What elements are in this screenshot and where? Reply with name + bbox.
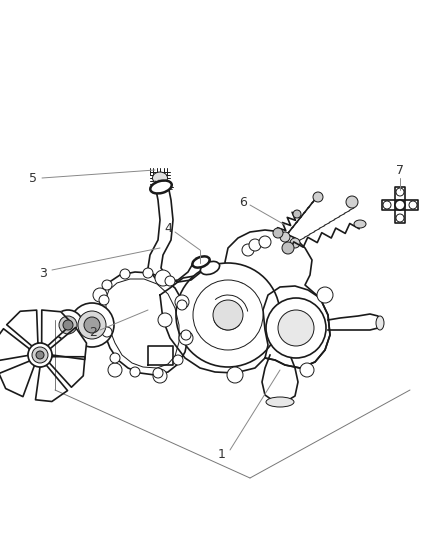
Text: 2: 2: [89, 327, 97, 340]
Circle shape: [408, 201, 416, 209]
Circle shape: [272, 228, 283, 238]
Ellipse shape: [150, 181, 171, 193]
Polygon shape: [262, 286, 329, 368]
Ellipse shape: [353, 220, 365, 228]
Circle shape: [70, 303, 114, 347]
Circle shape: [59, 316, 77, 334]
Circle shape: [158, 313, 172, 327]
Polygon shape: [50, 327, 86, 359]
Circle shape: [102, 280, 112, 290]
Circle shape: [143, 268, 153, 278]
Polygon shape: [159, 230, 329, 373]
Polygon shape: [399, 200, 417, 210]
Circle shape: [395, 188, 403, 196]
Circle shape: [175, 295, 189, 309]
Circle shape: [281, 242, 293, 254]
Circle shape: [193, 280, 262, 350]
Circle shape: [177, 300, 187, 310]
Circle shape: [165, 276, 175, 286]
Text: 3: 3: [39, 266, 47, 279]
Polygon shape: [394, 205, 404, 223]
Circle shape: [176, 263, 279, 367]
Circle shape: [93, 288, 107, 302]
Polygon shape: [42, 310, 72, 346]
Text: 7: 7: [395, 164, 403, 176]
Circle shape: [316, 287, 332, 303]
Circle shape: [28, 343, 52, 367]
Circle shape: [63, 320, 73, 330]
Circle shape: [53, 310, 83, 340]
Circle shape: [120, 269, 130, 279]
Circle shape: [155, 270, 171, 286]
Ellipse shape: [192, 256, 209, 268]
Circle shape: [110, 353, 120, 363]
Text: 1: 1: [218, 448, 226, 462]
Circle shape: [93, 323, 107, 337]
Polygon shape: [7, 310, 38, 346]
Circle shape: [153, 368, 162, 378]
Circle shape: [279, 232, 290, 242]
Circle shape: [382, 201, 390, 209]
Circle shape: [36, 351, 44, 359]
Polygon shape: [100, 272, 187, 375]
Ellipse shape: [200, 261, 219, 274]
Circle shape: [345, 196, 357, 208]
Circle shape: [258, 236, 270, 248]
Circle shape: [395, 214, 403, 222]
Circle shape: [292, 210, 300, 218]
Circle shape: [99, 295, 109, 305]
Circle shape: [78, 311, 106, 339]
Polygon shape: [35, 365, 67, 401]
Circle shape: [290, 238, 299, 248]
Ellipse shape: [152, 172, 167, 184]
Polygon shape: [394, 187, 404, 205]
Polygon shape: [49, 357, 85, 387]
Polygon shape: [327, 314, 379, 330]
Polygon shape: [225, 283, 247, 318]
Text: 5: 5: [29, 172, 37, 184]
Circle shape: [130, 367, 140, 377]
Circle shape: [248, 239, 261, 251]
Ellipse shape: [375, 316, 383, 330]
Polygon shape: [148, 346, 173, 365]
Circle shape: [265, 298, 325, 358]
Circle shape: [212, 300, 243, 330]
Circle shape: [102, 327, 112, 337]
Text: 4: 4: [164, 222, 172, 235]
Circle shape: [226, 367, 243, 383]
Circle shape: [179, 331, 193, 345]
Circle shape: [173, 355, 183, 365]
Circle shape: [153, 369, 166, 383]
Polygon shape: [261, 355, 297, 402]
Circle shape: [299, 363, 313, 377]
Polygon shape: [0, 329, 29, 361]
Circle shape: [277, 310, 313, 346]
Circle shape: [394, 200, 404, 210]
Circle shape: [108, 363, 122, 377]
Ellipse shape: [265, 397, 293, 407]
Circle shape: [32, 347, 48, 363]
Polygon shape: [0, 361, 34, 397]
Circle shape: [241, 244, 254, 256]
Circle shape: [84, 317, 100, 333]
Polygon shape: [381, 200, 399, 210]
Circle shape: [312, 192, 322, 202]
Text: 6: 6: [239, 196, 246, 208]
Circle shape: [180, 330, 191, 340]
